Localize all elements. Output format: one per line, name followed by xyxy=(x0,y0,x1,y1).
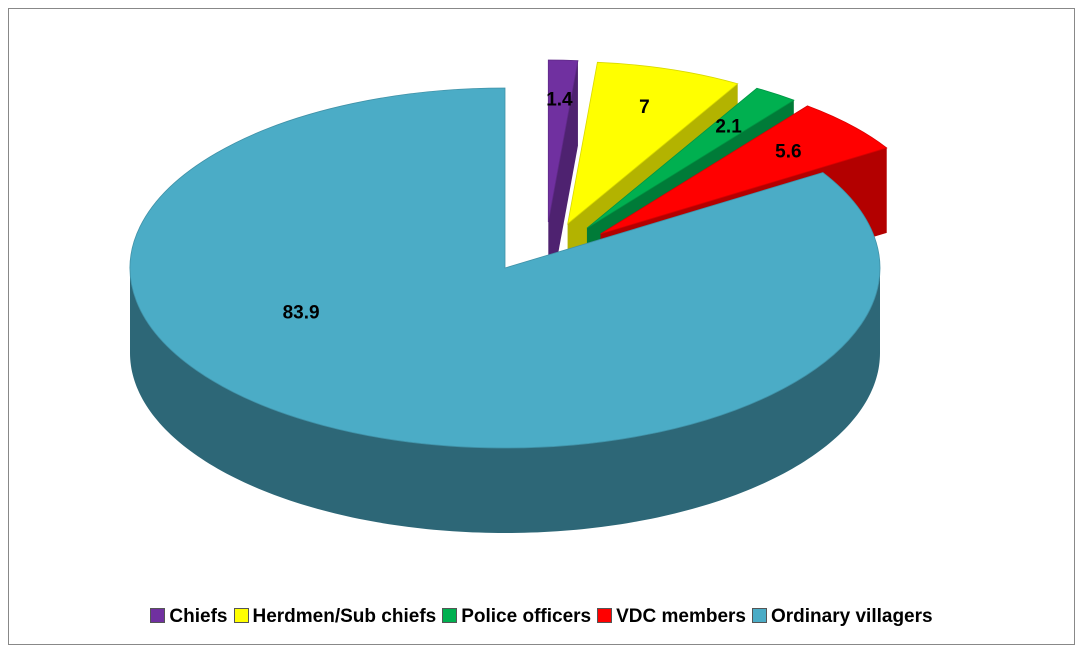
legend-swatch xyxy=(442,608,458,623)
slice-top xyxy=(600,105,888,235)
slice-side xyxy=(130,268,880,533)
legend-item: VDC members xyxy=(597,606,746,628)
legend-label: VDC members xyxy=(616,606,746,627)
legend-swatch xyxy=(150,608,166,623)
legend: Chiefs Herdmen/Sub chiefs Police officers V… xyxy=(0,606,1083,628)
legend-item: Chiefs xyxy=(150,606,228,628)
legend-item: Ordinary villagers xyxy=(752,606,933,628)
legend-label: Chiefs xyxy=(169,606,228,627)
slice xyxy=(547,59,579,308)
data-label: 7 xyxy=(639,97,650,118)
legend-item: Police officers xyxy=(442,606,591,628)
legend-label: Police officers xyxy=(461,606,592,627)
data-label: 2.1 xyxy=(715,116,742,137)
data-label: 5.6 xyxy=(775,141,801,162)
slice-top xyxy=(567,61,739,225)
data-label: 83.9 xyxy=(283,303,320,324)
legend-swatch xyxy=(233,608,249,623)
legend-item: Herdmen/Sub chiefs xyxy=(233,606,437,628)
slice-top xyxy=(586,87,795,229)
slice xyxy=(129,87,881,533)
slice-top xyxy=(129,87,881,449)
slice-cut-face xyxy=(548,60,578,308)
legend-swatch xyxy=(597,608,613,623)
data-label: 1.4 xyxy=(546,90,573,111)
legend-swatch xyxy=(752,608,767,623)
legend-label: Herdmen/Sub chiefs xyxy=(252,606,437,627)
slice-top xyxy=(547,59,579,223)
legend-label: Ordinary villagers xyxy=(771,606,933,627)
